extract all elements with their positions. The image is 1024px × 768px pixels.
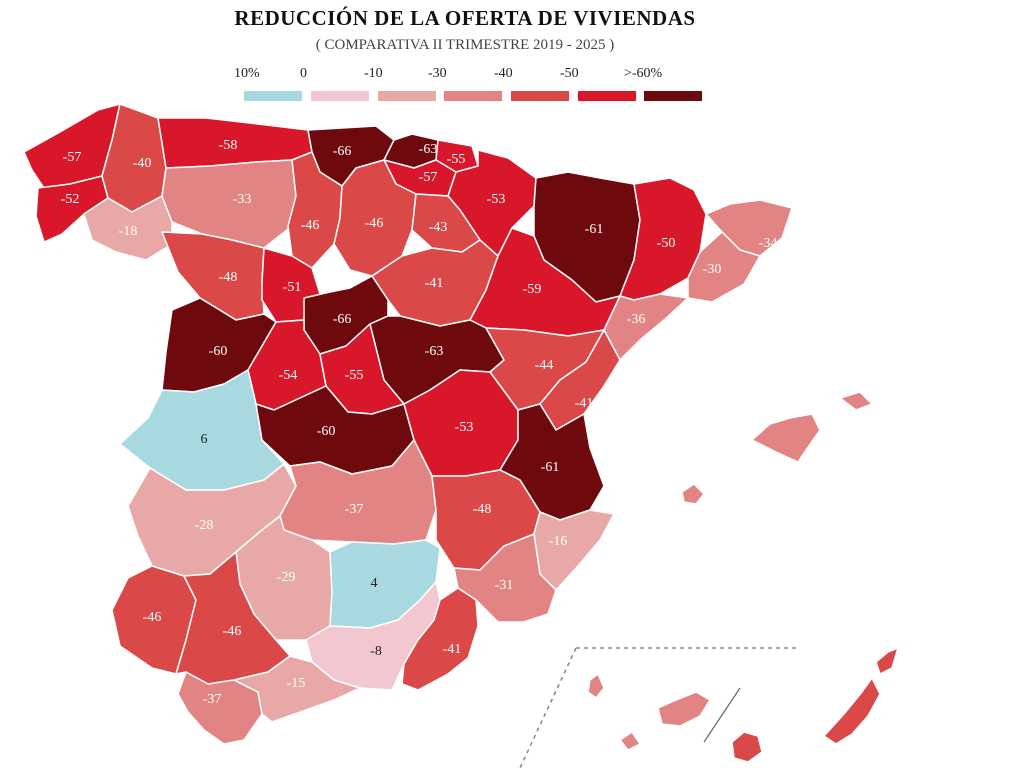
value-label: -53	[455, 420, 474, 435]
legend-label-minus60: >-60%	[624, 66, 663, 81]
legend-label-minus50: -50	[560, 66, 579, 81]
inset-border-left	[519, 647, 577, 768]
value-label: -63	[425, 344, 444, 359]
value-label: -59	[523, 282, 542, 297]
value-label: 4	[371, 576, 378, 591]
province-leon[interactable]	[161, 159, 297, 249]
value-label: -40	[133, 156, 152, 171]
value-label: -15	[287, 676, 306, 691]
province-burgos[interactable]	[333, 159, 417, 277]
value-label: -54	[279, 368, 298, 383]
province-lleida[interactable]	[619, 177, 707, 301]
province-barcelona[interactable]	[687, 231, 761, 303]
legend-swatch-6	[644, 91, 702, 101]
value-label: -66	[333, 144, 352, 159]
legend-label-minus40: -40	[494, 66, 513, 81]
canarias-inset-border	[519, 647, 800, 768]
value-label: -61	[541, 460, 560, 475]
legend-swatch-0	[244, 91, 302, 101]
value-label: -57	[419, 170, 438, 185]
value-label: -55	[447, 152, 466, 167]
province-las-palmas[interactable]	[731, 647, 899, 763]
value-label: -46	[365, 216, 384, 231]
value-label: -36	[639, 684, 658, 699]
value-label: -53	[487, 192, 506, 207]
map-subtitle: ( COMPARATIVA II TRIMESTRE 2019 - 2025 )	[315, 37, 615, 53]
province-malaga[interactable]	[233, 655, 361, 723]
value-label: -57	[63, 150, 82, 165]
value-label: -31	[495, 578, 514, 593]
value-label: -29	[277, 570, 296, 585]
value-label: -44	[535, 358, 554, 373]
province-alicante[interactable]	[533, 509, 615, 591]
province-cadiz[interactable]	[177, 671, 263, 745]
value-label: -28	[195, 518, 214, 533]
value-label: -36	[627, 312, 646, 327]
inset-province-divider	[703, 687, 741, 743]
value-label: -52	[61, 192, 80, 207]
value-label: -33	[759, 470, 778, 485]
province-almeria[interactable]	[401, 587, 479, 691]
value-label: -41	[575, 396, 594, 411]
value-label: -48	[219, 270, 238, 285]
value-label: -63	[419, 142, 438, 157]
value-label: -60	[317, 424, 336, 439]
value-label: -60	[209, 344, 228, 359]
value-label: -30	[703, 262, 722, 277]
value-label: -41	[443, 642, 462, 657]
map-title: REDUCCIÓN DE LA OFERTA DE VIVIENDAS	[234, 6, 696, 30]
province-value-labels: -57 -52 -40 -18 -58 -66 -63 -55 -57 -53 …	[61, 138, 804, 707]
legend-swatch-5	[578, 91, 636, 101]
legend-swatch-3	[444, 91, 502, 101]
province-tarragona[interactable]	[603, 293, 689, 361]
value-label: -18	[119, 224, 138, 239]
value-label: -37	[203, 692, 222, 707]
value-label: -37	[345, 502, 364, 517]
value-label: -66	[333, 312, 352, 327]
value-label: -50	[657, 236, 676, 251]
value-label: -46	[223, 624, 242, 639]
province-santa-cruz-de-tenerife[interactable]	[587, 673, 711, 751]
value-label: -48	[473, 502, 492, 517]
value-label: -41	[425, 276, 444, 291]
value-label: 6	[201, 432, 208, 447]
value-label: -43	[785, 684, 804, 699]
legend-swatch-2	[378, 91, 436, 101]
value-label: -61	[585, 222, 604, 237]
legend-label-minus30: -30	[428, 66, 447, 81]
legend-swatch-4	[511, 91, 569, 101]
value-label: -8	[370, 644, 382, 659]
legend-label-minus10: -10	[364, 66, 383, 81]
value-label: -55	[345, 368, 364, 383]
value-label: -16	[549, 534, 568, 549]
province-baleares[interactable]	[681, 391, 873, 505]
value-label: -46	[301, 218, 320, 233]
value-label: -34	[759, 236, 778, 251]
value-label: -43	[429, 220, 448, 235]
value-label: -46	[143, 610, 162, 625]
legend-swatch-1	[311, 91, 369, 101]
value-label: -51	[283, 280, 302, 295]
value-label: -33	[233, 192, 252, 207]
legend-label-0: 0	[300, 66, 307, 81]
legend-label-10: 10%	[234, 66, 260, 81]
value-label: -58	[219, 138, 238, 153]
